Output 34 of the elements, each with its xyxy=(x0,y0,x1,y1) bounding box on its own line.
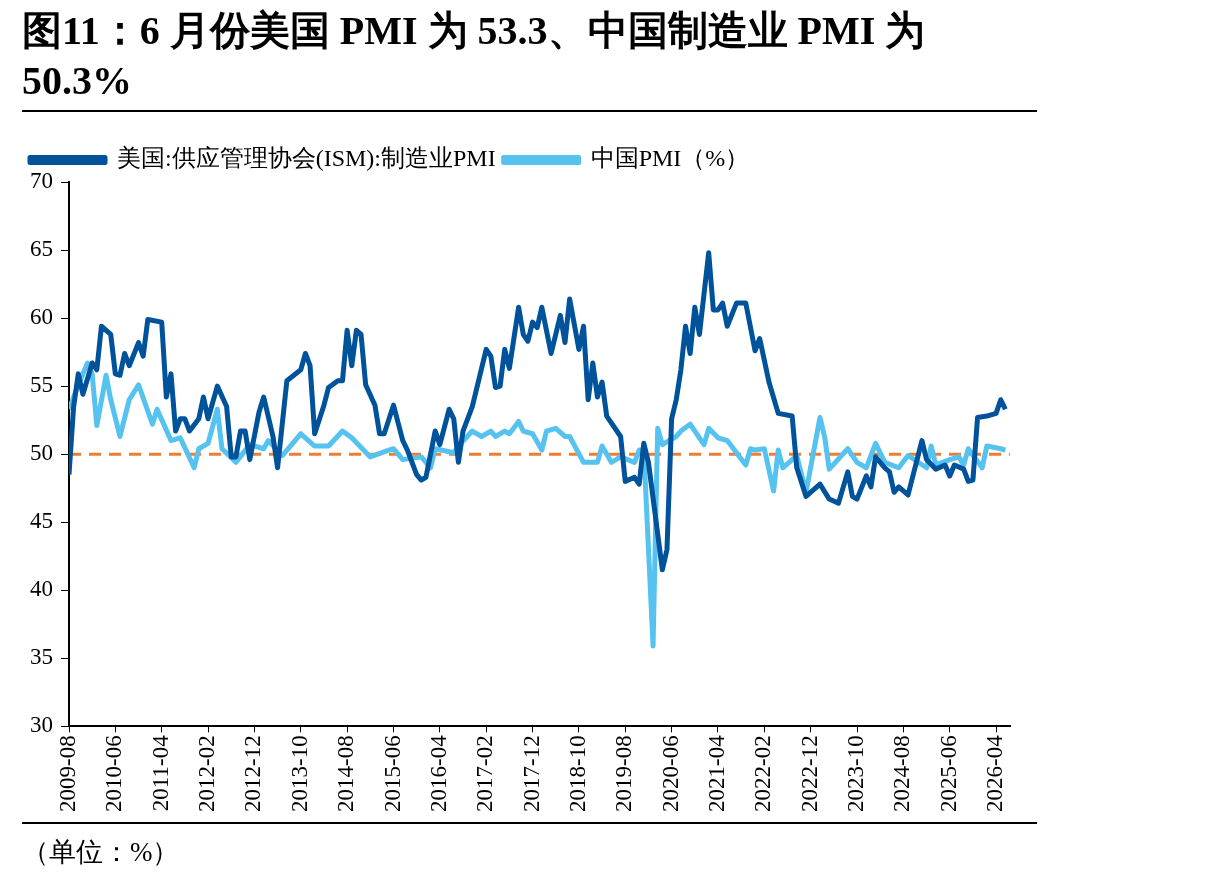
x-tick-label: 2014-08 xyxy=(333,735,359,813)
x-tick-label: 2018-10 xyxy=(564,735,590,813)
x-tick-label: 2026-04 xyxy=(982,734,1008,813)
x-tick-label: 2013-10 xyxy=(286,735,312,813)
x-tick-label: 2019-08 xyxy=(611,735,637,813)
x-tick-label: 2015-06 xyxy=(379,735,405,813)
x-tick-label: 2017-12 xyxy=(518,735,544,813)
y-tick-label: 40 xyxy=(30,576,53,602)
y-tick-label: 50 xyxy=(30,440,53,466)
x-tick-label: 2012-12 xyxy=(240,735,266,813)
x-tick-label: 2022-02 xyxy=(750,735,776,813)
x-tick-label: 2009-08 xyxy=(55,735,81,813)
y-tick-label: 45 xyxy=(30,508,53,534)
x-tick-label: 2016-04 xyxy=(425,734,451,813)
x-tick-label: 2025-06 xyxy=(935,735,961,813)
chart-title: 图11：6 月份美国 PMI 为 53.3、中国制造业 PMI 为 50.3% xyxy=(22,6,1037,112)
y-tick-label: 60 xyxy=(30,304,53,330)
y-tick-label: 55 xyxy=(30,372,53,398)
y-tick-label: 35 xyxy=(30,644,53,670)
x-tick-label: 2021-04 xyxy=(704,734,730,813)
legend-label: 中国PMI（%） xyxy=(590,145,750,172)
legend-label: 美国:供应管理协会(ISM):制造业PMI xyxy=(117,145,496,172)
text: （单位：%） xyxy=(22,822,1037,870)
y-tick-label: 65 xyxy=(30,236,53,262)
x-tick-label: 2020-06 xyxy=(657,735,683,813)
x-tick-label: 2012-02 xyxy=(194,735,220,813)
y-tick-label: 30 xyxy=(30,712,53,738)
x-tick-label: 2023-10 xyxy=(843,735,869,813)
x-tick-label: 2010-06 xyxy=(101,735,127,813)
x-tick-label: 2022-12 xyxy=(796,735,822,813)
x-tick-label: 2011-04 xyxy=(147,734,173,812)
y-tick-label: 70 xyxy=(30,168,53,194)
x-tick-label: 2017-02 xyxy=(472,735,498,813)
x-tick-label: 2024-08 xyxy=(889,735,915,813)
